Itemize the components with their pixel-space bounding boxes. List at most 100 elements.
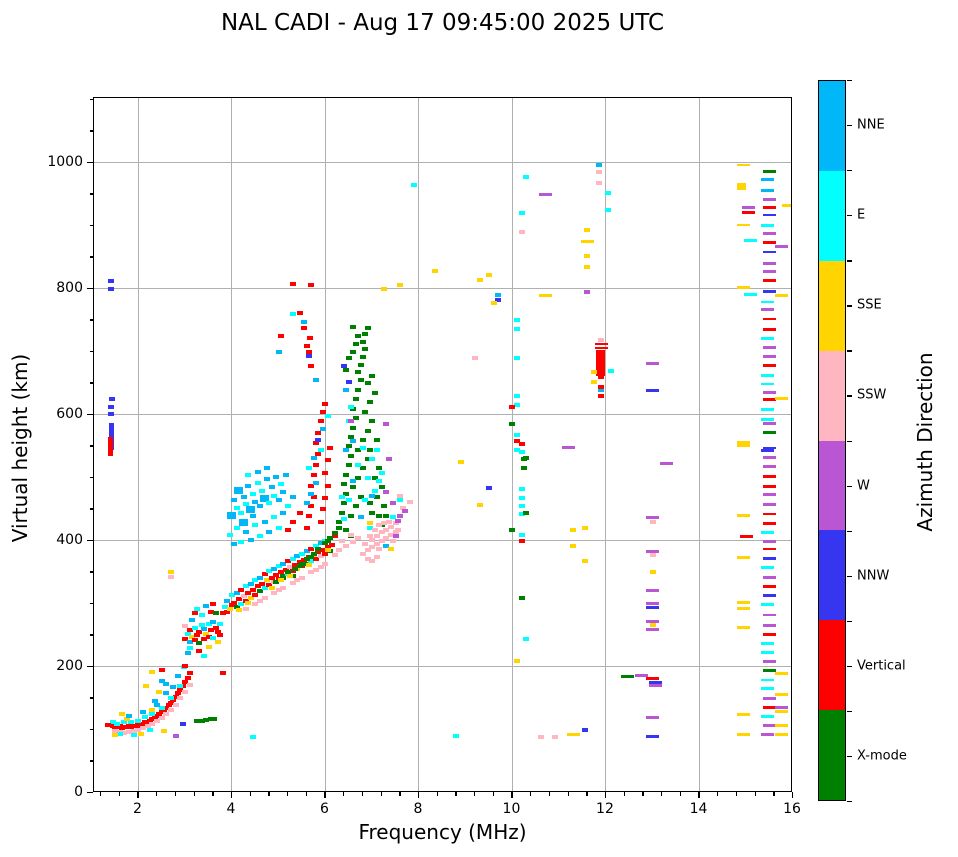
data-point (338, 494, 345, 499)
data-point (394, 518, 401, 523)
x-tick-label: 8 (413, 801, 423, 817)
data-point (278, 482, 285, 487)
gridline (231, 98, 233, 791)
data-point (486, 486, 493, 491)
data-point (108, 397, 115, 402)
data-point (214, 639, 221, 644)
y-minor-tick (89, 760, 93, 762)
data-point (523, 637, 530, 642)
data-point (299, 551, 306, 556)
data-point (235, 608, 242, 613)
data-point (376, 479, 383, 484)
data-point (350, 349, 357, 354)
data-point (315, 546, 322, 551)
data-point (303, 549, 310, 554)
data-point (518, 538, 525, 543)
data-point (646, 588, 660, 592)
data-point (142, 683, 149, 688)
data-point (371, 475, 378, 480)
data-point (739, 535, 753, 539)
colorbar-boundary-tick (847, 440, 852, 442)
data-point (186, 628, 193, 633)
data-point (537, 734, 544, 739)
data-point (763, 659, 777, 663)
data-point (763, 269, 777, 273)
data-point (256, 575, 263, 580)
data-point (168, 574, 175, 579)
data-point (308, 570, 315, 575)
data-point (303, 526, 310, 531)
data-point (373, 494, 380, 499)
data-point (184, 651, 191, 656)
x-minor-tick (156, 792, 158, 796)
data-point (348, 405, 355, 410)
data-point (210, 619, 217, 624)
data-point (598, 337, 605, 342)
x-tick-label: 12 (596, 801, 614, 817)
data-point (205, 644, 212, 649)
data-point (763, 512, 777, 515)
data-point (760, 408, 774, 412)
gridline (94, 540, 791, 542)
data-point (275, 349, 282, 354)
data-point (308, 282, 315, 287)
data-point (317, 541, 324, 546)
data-point (280, 561, 287, 566)
colorbar-tick (847, 665, 852, 668)
data-point (595, 170, 602, 175)
data-point (760, 189, 774, 193)
data-point (158, 667, 165, 672)
data-point (584, 265, 591, 270)
x-minor-tick (343, 792, 345, 796)
data-point (108, 404, 115, 409)
gridline (94, 666, 791, 668)
data-point (523, 511, 530, 516)
colorbar-boundary-tick (847, 350, 852, 352)
data-point (322, 551, 329, 556)
data-point (371, 488, 378, 493)
data-point (296, 564, 303, 569)
data-point (245, 472, 252, 477)
y-axis-label: Virtual height (km) (8, 353, 32, 543)
x-minor-tick (661, 792, 663, 796)
data-point (760, 307, 774, 311)
data-point (359, 551, 366, 556)
data-point (301, 325, 308, 330)
data-point (315, 438, 322, 443)
data-point (343, 472, 350, 477)
data-point (177, 696, 184, 701)
data-point (263, 578, 270, 583)
data-point (514, 394, 521, 399)
data-point (763, 669, 777, 673)
data-point (737, 555, 751, 559)
data-point (203, 604, 210, 609)
data-point (217, 633, 224, 638)
data-point (362, 347, 369, 352)
data-point (182, 624, 189, 629)
y-tick (87, 287, 93, 290)
data-point (121, 720, 128, 725)
data-point (390, 501, 397, 506)
data-point (345, 498, 352, 502)
data-point (278, 570, 285, 575)
data-point (514, 356, 521, 361)
x-minor-tick (212, 792, 214, 796)
data-point (252, 592, 259, 597)
y-tick (87, 792, 93, 794)
data-point (233, 590, 240, 595)
data-point (231, 600, 238, 605)
data-point (189, 617, 196, 622)
data-point (369, 537, 376, 542)
data-point (324, 538, 331, 543)
colorbar-tick-label: NNW (857, 568, 890, 584)
data-point (308, 491, 315, 496)
data-point (140, 726, 147, 731)
data-point (763, 502, 777, 506)
data-point (315, 452, 322, 456)
data-point (760, 178, 774, 182)
data-point (763, 593, 777, 597)
data-point (406, 499, 413, 504)
data-point (308, 554, 315, 559)
colorbar-boundary-tick (847, 80, 852, 82)
data-point (242, 584, 249, 589)
